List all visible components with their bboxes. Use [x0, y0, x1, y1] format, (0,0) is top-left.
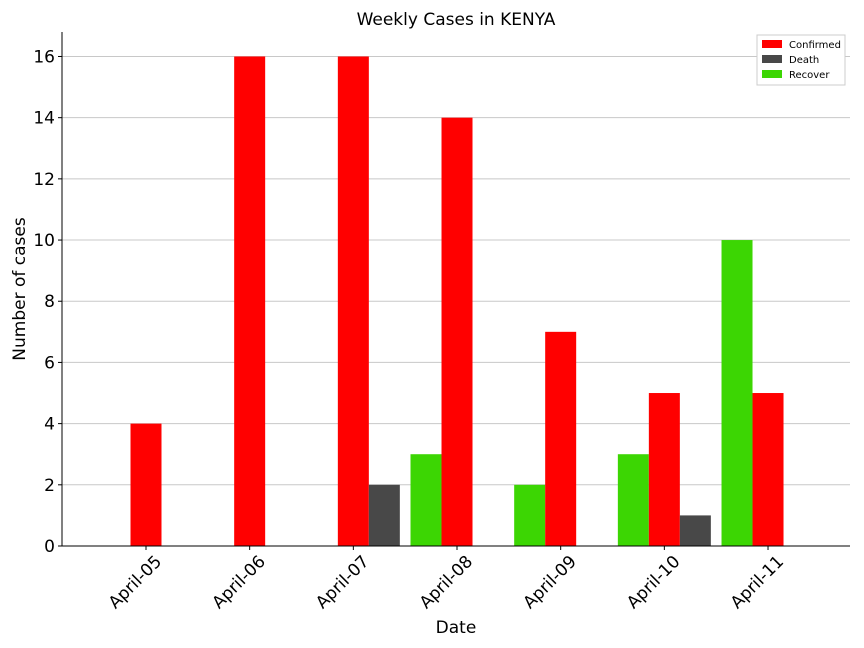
- bar-death-april-07: [368, 484, 400, 546]
- x-axis-title: Date: [436, 618, 477, 638]
- bar-confirmed-april-10: [648, 393, 680, 546]
- bar-confirmed-april-11: [752, 393, 784, 546]
- y-tick-label-8: 8: [44, 292, 55, 312]
- bar-recover-april-10: [617, 454, 649, 546]
- bar-confirmed-april-08: [441, 117, 473, 547]
- y-tick-label-0: 0: [44, 537, 55, 557]
- y-tick-label-6: 6: [44, 353, 55, 373]
- legend-swatch-death: [762, 55, 782, 63]
- bar-confirmed-april-07: [337, 56, 369, 546]
- y-tick-label-2: 2: [44, 476, 55, 496]
- y-axis-title: Number of cases: [10, 217, 30, 361]
- bar-recover-april-09: [514, 484, 546, 546]
- legend-label-recover: Recover: [789, 70, 830, 81]
- bars: [130, 56, 784, 547]
- y-tick-label-10: 10: [33, 231, 55, 251]
- chart-title: Weekly Cases in KENYA: [357, 10, 556, 30]
- bar-confirmed-april-06: [234, 56, 266, 546]
- y-ticks: 0 2 4 6 8 10 12 14 16: [33, 47, 62, 557]
- y-tick-label-16: 16: [33, 47, 55, 67]
- y-tick-label-12: 12: [33, 170, 55, 190]
- legend-label-death: Death: [789, 55, 819, 66]
- legend-swatch-confirmed: [762, 40, 782, 48]
- bar-recover-april-08: [410, 454, 442, 546]
- bar-recover-april-11: [721, 240, 753, 547]
- bar-confirmed-april-05: [130, 423, 162, 546]
- bar-death-april-10: [679, 515, 711, 546]
- bar-confirmed-april-09: [545, 331, 577, 546]
- legend-label-confirmed: Confirmed: [789, 40, 841, 51]
- y-tick-label-14: 14: [33, 109, 55, 129]
- legend-swatch-recover: [762, 70, 782, 78]
- y-tick-label-4: 4: [44, 415, 55, 435]
- legend: Confirmed Death Recover: [756, 34, 846, 86]
